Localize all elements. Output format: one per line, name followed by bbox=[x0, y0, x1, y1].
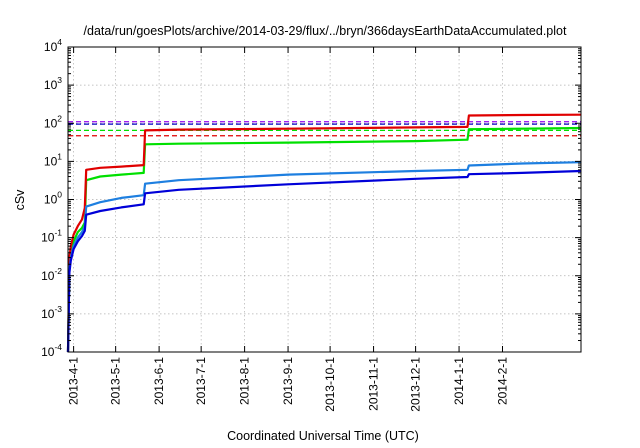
x-tick-label: 2013-7-1 bbox=[194, 357, 208, 405]
x-tick-label: 2013-6-1 bbox=[152, 357, 166, 405]
series-line bbox=[66, 126, 582, 353]
x-tick-label: 2013-11-1 bbox=[367, 357, 381, 411]
y-tick-labels: 10-4 10-3 10-2 10-1 100 101 102 103 104 bbox=[41, 37, 62, 359]
y-tick-label: 10-2 bbox=[41, 266, 62, 283]
x-tick-label: 2013-10-1 bbox=[323, 357, 337, 412]
x-tick-labels: 2013-4-1 2013-5-1 2013-6-1 2013-7-1 2013-8-1… bbox=[67, 357, 510, 412]
series-line bbox=[66, 169, 582, 353]
series-line bbox=[66, 113, 582, 353]
x-tick-label: 2014-2-1 bbox=[496, 357, 510, 405]
x-tick-label: 2013-12-1 bbox=[409, 357, 423, 412]
series-lines bbox=[66, 113, 582, 353]
x-tick-label: 2013-9-1 bbox=[281, 357, 295, 405]
y-tick-label: 101 bbox=[44, 151, 62, 168]
axis-ticks bbox=[68, 46, 581, 353]
x-tick-label: 2013-5-1 bbox=[109, 357, 123, 405]
y-tick-label: 10-4 bbox=[41, 342, 62, 359]
y-tick-label: 100 bbox=[44, 190, 62, 207]
y-tick-label: 102 bbox=[44, 113, 62, 130]
series-line bbox=[66, 161, 582, 353]
x-tick-label: 2013-4-1 bbox=[67, 357, 81, 405]
y-tick-label: 104 bbox=[44, 37, 62, 54]
x-tick-label: 2014-1-1 bbox=[452, 357, 466, 405]
chart-title: /data/run/goesPlots/archive/2014-03-29/f… bbox=[84, 24, 567, 38]
y-axis-label: cSv bbox=[13, 189, 27, 211]
y-tick-label: 10-1 bbox=[41, 228, 62, 245]
x-tick-label: 2013-8-1 bbox=[238, 357, 252, 405]
y-tick-label: 10-3 bbox=[41, 304, 62, 321]
y-tick-label: 103 bbox=[44, 75, 62, 92]
threshold-lines bbox=[68, 121, 581, 137]
x-axis-label: Coordinated Universal Time (UTC) bbox=[227, 429, 419, 443]
